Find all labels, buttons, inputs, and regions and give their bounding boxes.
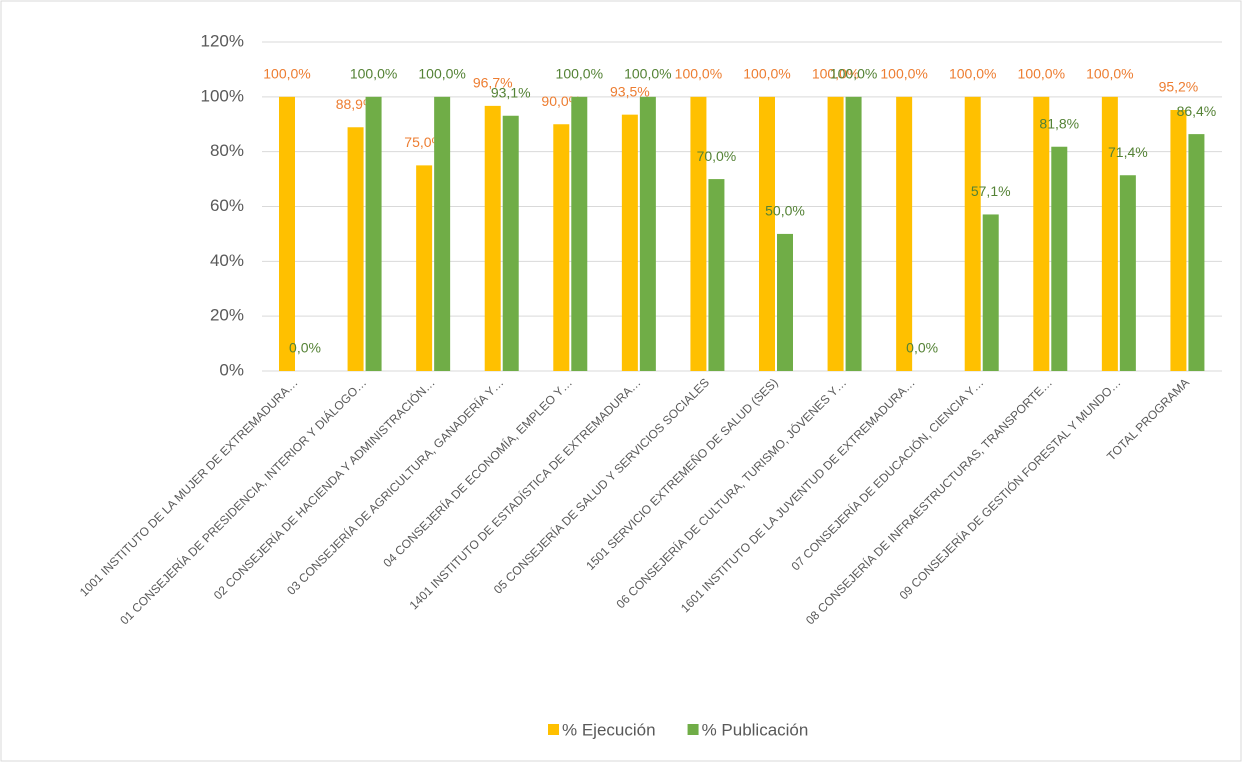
data-label: 57,1% [971,183,1011,199]
y-tick-label: 20% [210,306,244,325]
bar [690,96,707,371]
data-label: 71,4% [1108,144,1148,160]
bar [1101,96,1118,371]
legend-swatch [687,724,699,735]
bar [434,96,451,371]
bar [639,96,656,371]
data-label: 100,0% [743,66,790,82]
bar [1119,175,1136,371]
data-label: 81,8% [1039,115,1079,131]
data-label: 88,9% [336,96,376,112]
data-label: 100,0% [624,66,671,82]
data-label: 100,0% [949,66,996,82]
bar [827,96,844,371]
data-label: 95,2% [1159,79,1199,95]
data-label: 93,1% [491,84,531,100]
data-label: 0,0% [906,340,938,356]
y-tick-label: 80% [210,141,244,160]
bar [1051,146,1068,371]
data-label: 100,0% [1086,66,1133,82]
bar [621,114,638,371]
bar [416,165,433,371]
bar [845,96,862,371]
bar [484,105,501,372]
data-label: 100,0% [350,66,397,82]
data-label: 70,0% [697,148,737,164]
bar [982,214,999,371]
bar [365,96,382,371]
y-tick-label: 120% [201,31,244,50]
data-label: 100,0% [812,66,859,82]
bar [571,96,588,371]
data-label: 96,7% [473,75,513,91]
data-label: 100,0% [418,66,465,82]
bar [777,233,793,371]
bar [759,96,775,371]
bar [502,115,519,372]
bar [279,96,295,371]
data-label: 0,0% [289,340,321,356]
data-label: 100,0% [263,66,310,82]
data-label: 100,0% [830,66,877,82]
bar [708,179,725,371]
bar [1170,109,1187,371]
bar [1188,134,1205,371]
data-label: 93,5% [610,83,650,99]
bar [347,127,364,371]
data-label: 50,0% [765,203,805,219]
data-label: 86,4% [1177,103,1217,119]
data-label: 75,0% [404,134,444,150]
bar [896,96,913,371]
data-label: 90,0% [541,93,581,109]
bar [553,124,570,371]
legend-label: % Ejecución [562,720,656,739]
data-label: 100,0% [556,66,603,82]
data-label: 100,0% [880,66,927,82]
y-tick-label: 0% [219,360,244,379]
y-tick-label: 40% [210,251,244,270]
y-tick-label: 100% [201,86,244,105]
bar [1033,96,1050,371]
y-tick-label: 60% [210,196,244,215]
data-label: 100,0% [675,66,722,82]
bar [964,96,981,371]
legend-label: % Publicación [702,720,809,739]
data-label: 100,0% [1018,66,1065,82]
legend-swatch [548,724,559,735]
